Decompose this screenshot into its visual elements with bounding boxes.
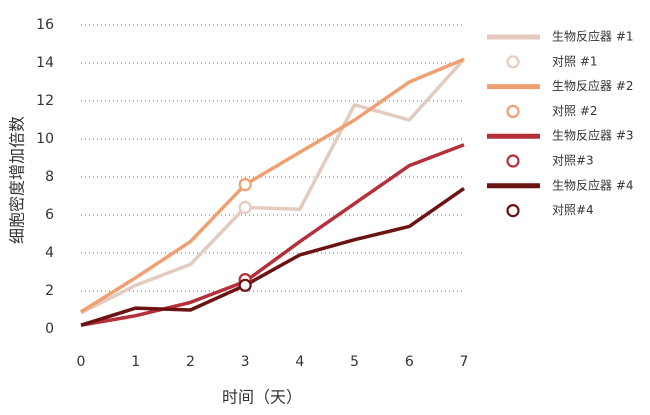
legend-swatch [506, 55, 520, 69]
data-point [238, 178, 252, 192]
legend-swatch [506, 154, 520, 168]
y-tick-label: 0 [45, 321, 54, 337]
y-tick-label: 12 [36, 93, 54, 109]
x-tick-label: 1 [131, 354, 140, 370]
x-tick-label: 0 [77, 354, 86, 370]
y-axis-label: 细胞密度增加倍数 [8, 116, 27, 244]
x-tick-label: 6 [405, 354, 414, 370]
data-line [80, 57, 465, 314]
x-tick-label: 2 [186, 354, 195, 370]
x-tick-label: 5 [350, 354, 359, 370]
legend-label: 对照#4 [552, 203, 594, 217]
y-tick-label: 4 [45, 245, 54, 261]
legend-label: 生物反应器 #2 [552, 78, 634, 93]
legend-label: 对照#3 [552, 154, 594, 168]
x-tick-label: 4 [295, 354, 304, 370]
x-axis-label: 时间（天） [222, 388, 302, 407]
legend-label: 对照 #1 [552, 54, 598, 68]
data-line [80, 143, 465, 327]
data-point [238, 278, 252, 292]
legend-swatch [506, 204, 520, 218]
y-tick-label: 2 [45, 283, 54, 299]
data-line [80, 58, 466, 315]
data-line [80, 186, 465, 327]
y-tick-label: 14 [36, 55, 54, 71]
y-tick-label: 6 [45, 207, 54, 223]
legend-label: 生物反应器 #3 [552, 128, 634, 143]
x-tick-label: 3 [241, 354, 250, 370]
y-tick-label: 16 [36, 17, 54, 33]
legend-label: 对照 #2 [552, 104, 598, 118]
legend-label: 生物反应器 #1 [552, 29, 634, 44]
legend-swatch [506, 104, 520, 119]
legend-label: 生物反应器 #4 [552, 177, 634, 192]
x-tick-label: 7 [460, 354, 469, 370]
y-tick-label: 8 [45, 169, 54, 185]
data-point [238, 200, 252, 214]
y-tick-label: 10 [36, 131, 54, 147]
